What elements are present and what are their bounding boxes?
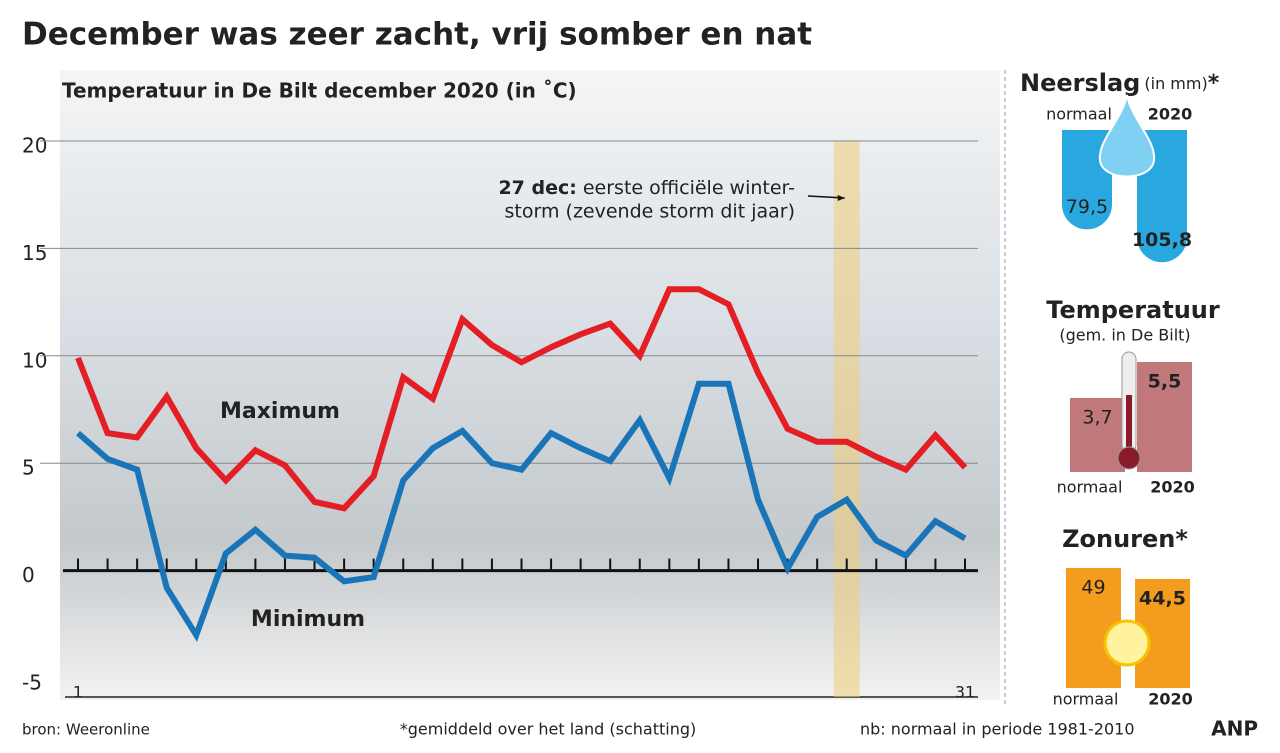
drop-icon [1098, 94, 1156, 178]
value-label: 3,7 [1082, 407, 1112, 429]
source: bron: Weeronline [22, 721, 150, 739]
panel-title: Temperatuur [1046, 296, 1220, 324]
series-line [76, 380, 967, 642]
value-label: 79,5 [1066, 196, 1108, 218]
bar [1070, 398, 1125, 472]
panel-title-main: Neerslag [1020, 69, 1140, 97]
annotation-text: eerste officiële winter- [583, 177, 795, 199]
chart-title: Temperatuur in De Bilt december 2020 (in… [62, 79, 577, 103]
highlight-band [833, 141, 860, 697]
panel-note-mark: * [1208, 71, 1220, 96]
category-label: normaal [1053, 690, 1119, 709]
annotation: storm (zevende storm dit jaar) [505, 201, 795, 223]
annotation: 27 dec: eerste officiële winter- [498, 177, 795, 199]
panel-title: Neerslag (in mm)* [1020, 69, 1220, 97]
sun-icon [1103, 619, 1151, 667]
y-tick-label: 0 [22, 563, 35, 587]
title: December was zeer zacht, vrij somber en … [22, 17, 812, 53]
series-label: Maximum [220, 399, 340, 424]
x-tick-label: 1 [73, 683, 83, 702]
footnote: *gemiddeld over het land (schatting) [400, 720, 696, 739]
thermometer-fill [1126, 395, 1132, 455]
period-note: nb: normaal in periode 1981-2010 [860, 720, 1135, 739]
series-line [75, 286, 968, 512]
agency: ANP [1211, 717, 1258, 741]
y-tick-label: 20 [22, 134, 47, 158]
thermometer-bulb [1117, 446, 1141, 470]
annotation-bold: 27 dec: [498, 177, 576, 199]
value-label: 49 [1081, 576, 1105, 598]
panel-subtitle: (gem. in De Bilt) [1059, 326, 1190, 345]
category-label: normaal [1046, 105, 1112, 124]
arrow-head [837, 195, 845, 201]
y-tick-label: -5 [22, 671, 42, 695]
value-label: 105,8 [1132, 229, 1192, 251]
y-tick-label: 5 [22, 456, 35, 480]
category-label: 2020 [1150, 478, 1195, 497]
category-label: 2020 [1148, 690, 1193, 709]
x-tick-label: 31 [955, 683, 975, 702]
bar [1137, 362, 1192, 472]
value-label: 5,5 [1148, 371, 1182, 393]
y-tick-label: 10 [22, 348, 47, 372]
series-label: Minimum [251, 607, 365, 632]
value-label: 44,5 [1139, 587, 1186, 609]
category-label: normaal [1057, 478, 1123, 497]
category-label: 2020 [1148, 105, 1193, 124]
panel-unit: (in mm) [1144, 74, 1207, 93]
y-tick-label: 15 [22, 241, 47, 265]
panel-title: Zonuren* [1062, 525, 1188, 553]
